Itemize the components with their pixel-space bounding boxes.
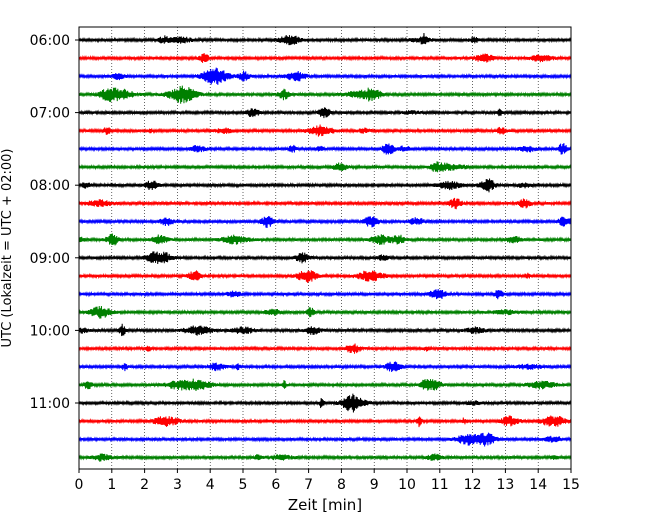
- x-tick-label: 11: [431, 477, 449, 493]
- x-tick-label: 15: [562, 477, 580, 493]
- x-tick-label: 10: [398, 477, 416, 493]
- plot-area-frame: [78, 26, 572, 470]
- trace-line: [78, 143, 572, 155]
- x-tick-label: 6: [271, 477, 280, 493]
- trace-line: [78, 107, 572, 119]
- trace-line: [78, 415, 572, 428]
- trace-line: [78, 161, 572, 173]
- trace-line: [78, 178, 572, 193]
- x-tick-label: 4: [206, 477, 215, 493]
- y-tick-label: 06:00: [30, 33, 70, 49]
- x-tick-label: 7: [304, 477, 313, 493]
- trace-line: [78, 270, 572, 283]
- y-tick-label: 09:00: [30, 251, 70, 267]
- y-tick-label: 08:00: [30, 178, 70, 194]
- trace-line: [78, 251, 572, 264]
- y-axis-ticks: 06:00 07:00 08:00 09:00 10:00 11:00: [30, 33, 79, 412]
- trace-line: [78, 197, 572, 210]
- trace-line: [78, 305, 572, 319]
- x-tick-label: 8: [337, 477, 346, 493]
- x-tick-label: 3: [173, 477, 182, 493]
- x-tick-label: 2: [140, 477, 149, 493]
- trace-line: [78, 453, 572, 462]
- x-tick-label: 14: [529, 477, 547, 493]
- y-tick-label: 10:00: [30, 323, 70, 339]
- trace-line: [78, 378, 572, 391]
- x-tick-label: 5: [239, 477, 248, 493]
- trace-line: [78, 361, 572, 373]
- trace-line: [78, 67, 572, 85]
- trace-line: [78, 85, 572, 104]
- x-axis-label: Zeit [min]: [288, 496, 362, 514]
- trace-line: [78, 32, 572, 46]
- trace-line: [78, 288, 572, 300]
- trace-line: [78, 432, 572, 447]
- trace-line: [78, 53, 572, 63]
- y-tick-label: 07:00: [30, 106, 70, 122]
- seismogram-traces: [78, 32, 572, 462]
- x-tick-label: 1: [107, 477, 116, 493]
- x-axis-ticks: 0 1 2 3 4 5 6 7 8 9 10 11 12 13 14 15: [75, 469, 580, 493]
- x-tick-label: 9: [370, 477, 379, 493]
- trace-line: [78, 215, 572, 229]
- x-tick-label: 0: [75, 477, 84, 493]
- trace-line: [78, 343, 572, 354]
- y-axis-label: UTC (Lokalzeit = UTC + 02:00): [0, 149, 15, 348]
- trace-line: [78, 393, 572, 413]
- x-tick-label: 13: [496, 477, 514, 493]
- y-tick-label: 11:00: [30, 396, 70, 412]
- trace-line: [78, 323, 572, 337]
- trace-line: [78, 124, 572, 137]
- x-tick-label: 12: [464, 477, 482, 493]
- trace-line: [78, 233, 572, 246]
